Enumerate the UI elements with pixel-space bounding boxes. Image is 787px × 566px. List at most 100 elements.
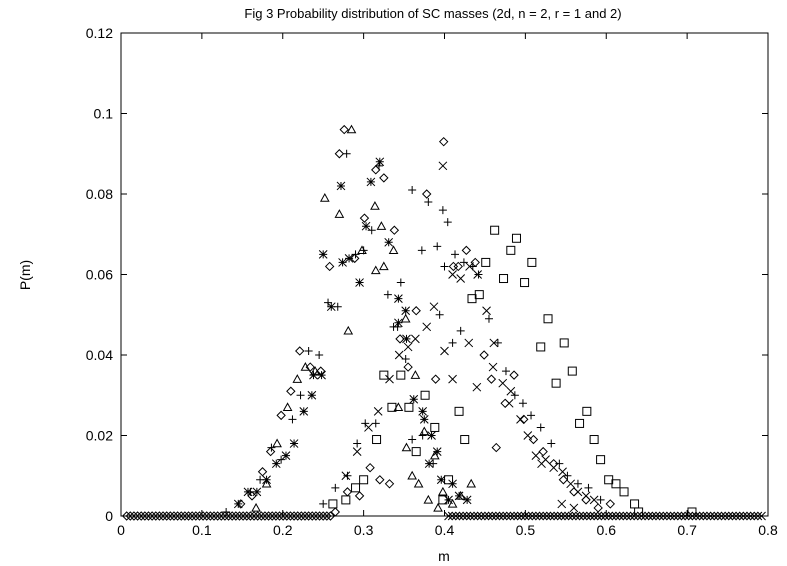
- diamond-point: [263, 511, 274, 521]
- cross-point: [569, 503, 579, 513]
- triangle-point: [343, 325, 354, 335]
- diamond-point: [438, 136, 449, 147]
- cross-point: [527, 511, 537, 521]
- diamond-point: [183, 511, 194, 521]
- diamond-point: [125, 511, 136, 521]
- cross-point: [662, 511, 672, 521]
- cross-point: [469, 511, 479, 521]
- triangle-point: [423, 494, 434, 504]
- plus-point: [456, 326, 465, 335]
- square-point: [328, 499, 338, 509]
- cross-point: [698, 511, 708, 521]
- triangle-point: [410, 370, 421, 379]
- cross-point: [403, 342, 413, 352]
- square-point: [438, 495, 448, 505]
- plus-point: [448, 338, 457, 347]
- diamond-point: [121, 511, 132, 521]
- diamond-point: [227, 511, 237, 521]
- cross-point: [546, 511, 555, 521]
- square-point: [420, 390, 430, 400]
- plus-point: [493, 338, 502, 347]
- plus-point: [433, 242, 442, 251]
- cross-point: [520, 511, 530, 521]
- plus-point: [440, 262, 449, 271]
- diamond-point: [220, 511, 230, 521]
- cross-point: [666, 511, 675, 521]
- plus-point: [510, 391, 519, 400]
- diamond-point: [231, 511, 241, 521]
- square-point: [596, 455, 606, 465]
- square-point: [559, 338, 569, 348]
- cross-point: [444, 511, 453, 521]
- cross-point: [394, 350, 404, 360]
- plus-point: [418, 431, 427, 440]
- plus-point: [331, 483, 340, 492]
- star-point: [233, 499, 243, 509]
- cross-point: [448, 374, 457, 384]
- cross-point: [502, 511, 512, 521]
- y-tick-label: 0.02: [86, 428, 113, 444]
- cross-point: [695, 511, 705, 521]
- cross-point: [448, 270, 457, 279]
- diamond-point: [295, 346, 305, 356]
- x-tick-label: 0.8: [758, 522, 778, 538]
- square-point: [387, 402, 397, 412]
- plus-point: [438, 206, 447, 215]
- cross-point: [611, 511, 621, 521]
- star-point: [419, 415, 429, 424]
- cross-point: [537, 459, 546, 469]
- diamond-point: [325, 511, 336, 521]
- data-points: [121, 124, 766, 521]
- triangle-point: [466, 478, 477, 488]
- cross-point: [753, 511, 763, 521]
- star-point: [402, 334, 411, 344]
- cross-point: [669, 511, 679, 521]
- diamond-point: [252, 511, 263, 521]
- cross-point: [557, 511, 566, 521]
- y-tick-label: 0.06: [86, 267, 113, 283]
- cross-point: [746, 511, 755, 521]
- diamond-point: [289, 511, 299, 521]
- diamond-point: [161, 511, 172, 521]
- triangle-point: [300, 362, 311, 371]
- cross-point: [491, 511, 501, 521]
- cross-point: [364, 423, 373, 432]
- y-tick-label: 0: [105, 508, 113, 524]
- plus-point: [563, 471, 572, 480]
- triangle-point: [310, 366, 320, 375]
- cross-point: [647, 511, 657, 521]
- y-tick-label: 0.1: [94, 106, 114, 122]
- star-point: [424, 459, 434, 469]
- cross-point: [644, 511, 654, 521]
- cross-point: [422, 322, 432, 332]
- square-point: [379, 370, 389, 380]
- triangle-point: [370, 201, 380, 210]
- cross-point: [516, 415, 525, 424]
- cross-point: [472, 382, 482, 392]
- cross-point: [622, 511, 632, 521]
- diamond-point: [271, 511, 281, 521]
- plus-point: [435, 310, 444, 319]
- plus-point: [408, 435, 417, 444]
- diamond-point: [216, 511, 226, 521]
- chart-title: Fig 3 Probability distribution of SC mas…: [244, 6, 621, 21]
- star-point: [401, 306, 411, 316]
- diamond-point: [305, 362, 315, 372]
- star-point: [252, 487, 262, 497]
- cross-point: [558, 467, 567, 477]
- cross-point: [586, 511, 595, 521]
- cross-point: [498, 511, 508, 521]
- diamond-point: [260, 511, 270, 521]
- plus-point: [371, 419, 380, 428]
- cross-point: [575, 511, 584, 521]
- star-point: [289, 439, 299, 448]
- cross-point: [473, 511, 483, 521]
- cross-point: [429, 302, 439, 312]
- x-tick-label: 0.4: [435, 522, 455, 538]
- x-tick-label: 0.2: [273, 522, 293, 538]
- star-point: [462, 495, 472, 505]
- diamond-point: [491, 442, 501, 453]
- cross-point: [385, 374, 394, 384]
- diamond-point: [223, 511, 234, 521]
- square-point: [454, 406, 464, 416]
